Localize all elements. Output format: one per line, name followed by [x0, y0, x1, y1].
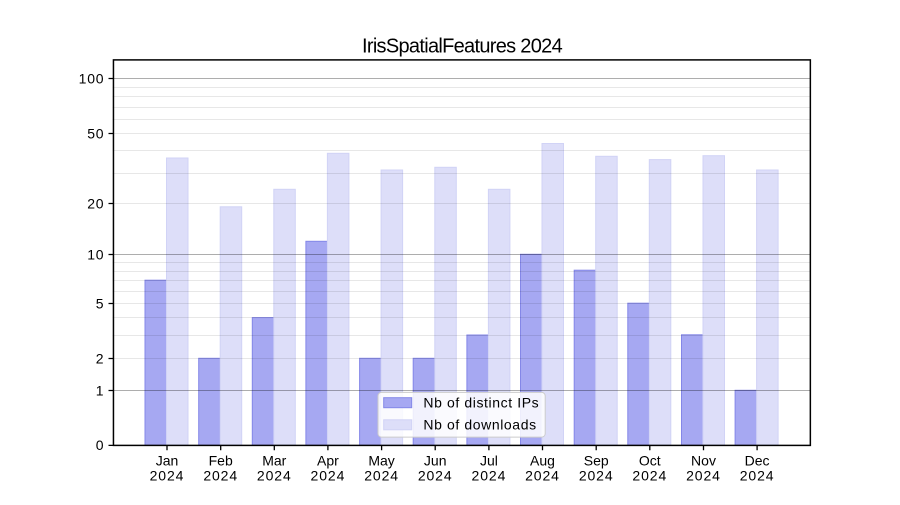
svg-text:2024: 2024	[632, 468, 667, 484]
svg-text:2024: 2024	[150, 468, 185, 484]
svg-text:Oct: Oct	[639, 453, 661, 469]
svg-text:2024: 2024	[525, 468, 560, 484]
svg-text:Nb of downloads: Nb of downloads	[423, 417, 536, 433]
svg-text:2024: 2024	[579, 468, 614, 484]
svg-text:2: 2	[96, 350, 105, 366]
svg-text:Sep: Sep	[584, 453, 609, 469]
svg-text:50: 50	[87, 125, 104, 141]
svg-text:2024: 2024	[257, 468, 292, 484]
svg-text:0: 0	[96, 437, 105, 453]
svg-text:Apr: Apr	[317, 453, 339, 469]
svg-text:2024: 2024	[472, 468, 507, 484]
svg-text:Nov: Nov	[691, 453, 716, 469]
svg-text:2024: 2024	[311, 468, 346, 484]
svg-text:2024: 2024	[686, 468, 721, 484]
svg-text:IrisSpatialFeatures 2024: IrisSpatialFeatures 2024	[362, 35, 563, 57]
svg-text:Aug: Aug	[530, 453, 555, 469]
svg-text:1: 1	[96, 382, 105, 398]
svg-text:20: 20	[87, 195, 104, 211]
svg-text:Mar: Mar	[262, 453, 286, 469]
svg-text:2024: 2024	[203, 468, 238, 484]
svg-text:Jul: Jul	[480, 453, 498, 469]
svg-text:2024: 2024	[364, 468, 399, 484]
svg-text:Jun: Jun	[424, 453, 447, 469]
svg-text:Dec: Dec	[745, 453, 770, 469]
svg-text:Jan: Jan	[156, 453, 179, 469]
svg-text:Feb: Feb	[209, 453, 233, 469]
svg-text:100: 100	[79, 70, 105, 86]
svg-text:May: May	[368, 453, 394, 469]
svg-text:5: 5	[96, 295, 105, 311]
svg-text:Nb of distinct IPs: Nb of distinct IPs	[423, 394, 539, 410]
svg-text:2024: 2024	[418, 468, 453, 484]
svg-text:10: 10	[87, 246, 104, 262]
svg-text:2024: 2024	[740, 468, 775, 484]
